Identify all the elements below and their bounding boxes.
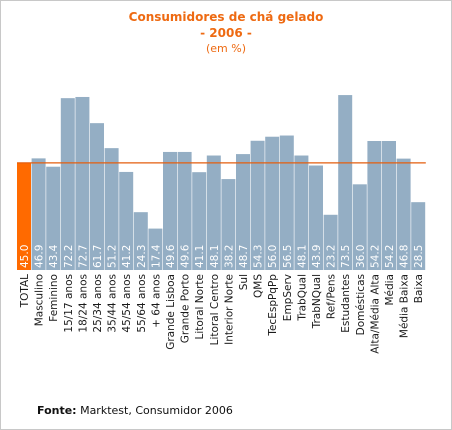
category-label: Estudantes [340, 274, 352, 333]
category-label: TecEspPqPp [267, 274, 279, 337]
category-label: Masculino [34, 274, 46, 326]
data-label: 41.1 [194, 245, 206, 268]
data-label: 17.4 [150, 244, 162, 268]
category-label: Grande Lisboa [165, 274, 177, 350]
data-label: 49.6 [165, 244, 177, 268]
bar [119, 171, 134, 270]
data-label: 28.5 [413, 245, 425, 268]
category-label: QMS [253, 274, 265, 298]
category-label: 15/17 anos [63, 274, 75, 333]
category-label: Feminino [48, 274, 60, 322]
data-label: 56.0 [267, 245, 279, 268]
category-label: Litoral Centro [209, 274, 221, 345]
chart-title: Consumidores de chá gelado [128, 10, 324, 24]
data-label: 73.5 [340, 245, 352, 268]
data-label: 43.4 [48, 244, 60, 268]
data-label: 45.0 [19, 245, 31, 268]
data-label: 72.7 [77, 245, 89, 268]
category-label: 35/44 anos [107, 274, 119, 333]
category-label: Sul [238, 274, 250, 290]
data-label: 51.2 [107, 245, 119, 268]
source-text: Marktest, Consumidor 2006 [76, 404, 233, 417]
data-label: 54.2 [369, 245, 381, 268]
category-label: TrabQual [296, 274, 308, 322]
bar [309, 165, 323, 270]
source-note: Fonte: Marktest, Consumidor 2006 [37, 404, 233, 417]
category-label: Média Baixa [399, 274, 411, 338]
bar [221, 179, 236, 270]
bar [382, 141, 396, 270]
category-label: EmpServ [282, 274, 294, 321]
bar [133, 212, 148, 270]
bar [60, 98, 75, 270]
data-label: 72.2 [63, 245, 75, 268]
bar [192, 172, 207, 270]
data-label: 48.1 [296, 245, 308, 268]
category-label: 45/54 anos [121, 274, 133, 333]
data-label: 54.3 [253, 245, 265, 268]
bar [367, 141, 382, 270]
category-label: 55/64 anos [136, 274, 148, 333]
bar [104, 148, 119, 270]
data-label: 36.0 [355, 245, 367, 268]
bar [396, 158, 411, 270]
bar [338, 95, 353, 270]
bar [46, 166, 61, 270]
bar [75, 96, 90, 270]
bar [279, 135, 294, 270]
bar [177, 151, 192, 270]
data-label: 49.6 [180, 244, 192, 268]
data-label: 43.9 [311, 245, 323, 268]
data-label: 24.3 [136, 245, 148, 268]
bar-chart: 45.0 46.9 43.4 72.2 72.7 61.7 51.2 41.2 24.3 17.4… [17, 95, 426, 354]
category-label: TOTAL [19, 274, 31, 308]
category-label: Média [384, 274, 396, 306]
bar [411, 202, 426, 270]
data-label: 23.2 [326, 245, 338, 268]
category-label: 18/24 anos [77, 274, 89, 333]
data-label: 61.7 [92, 245, 104, 268]
category-label: Litoral Norte [194, 274, 206, 340]
bar [352, 184, 367, 270]
data-label: 48.7 [238, 245, 250, 268]
bar [163, 151, 177, 270]
bar [294, 155, 309, 270]
category-label: TrabNQual [311, 274, 323, 329]
data-label: 41.2 [121, 245, 133, 268]
bar [236, 154, 250, 270]
source-label: Fonte: [37, 404, 77, 417]
bar [148, 228, 163, 270]
data-label: 46.9 [34, 245, 46, 268]
data-label: 56.5 [282, 245, 294, 268]
category-label: Baixa [413, 274, 425, 303]
bar [206, 155, 221, 270]
bar [323, 214, 338, 270]
data-label: 54.2 [384, 245, 396, 268]
bar [250, 140, 265, 270]
chart-year: - 2006 - [200, 26, 252, 40]
category-label: Ref/Pens [326, 274, 338, 319]
data-label: 48.1 [209, 245, 221, 268]
category-label: Interior Norte [223, 274, 235, 345]
bar [31, 158, 46, 270]
category-label: Alta/Média Alta [369, 274, 381, 354]
category-label: 25/34 anos [92, 274, 104, 333]
category-label: + 64 anos [150, 274, 162, 328]
chart-subtitle: (em %) [205, 42, 246, 55]
bar [265, 136, 280, 270]
bar [17, 162, 31, 270]
data-label: 38.2 [223, 245, 235, 268]
category-label: Grande Porto [180, 274, 192, 343]
category-label: Domésticas [355, 274, 367, 335]
bar [90, 123, 104, 271]
data-label: 46.8 [399, 245, 411, 268]
